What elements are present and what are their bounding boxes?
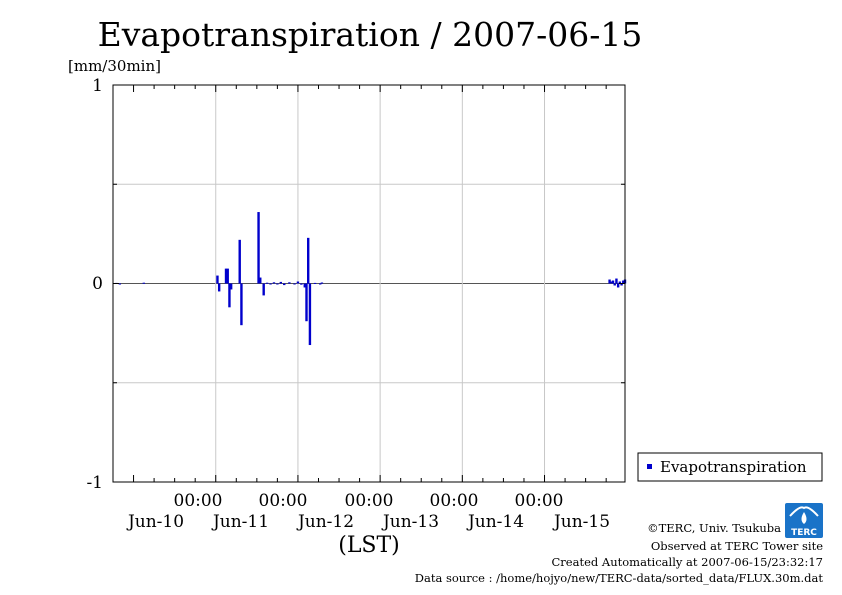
data-bar	[611, 280, 615, 284]
data-bar	[320, 282, 324, 284]
x-tick-date-label: Jun-13	[381, 512, 439, 532]
data-bar	[608, 279, 611, 284]
x-tick-time-label: 00:00	[515, 491, 564, 511]
x-tick-date-label: Jun-11	[211, 512, 269, 532]
data-bar	[240, 283, 243, 326]
legend-label: Evapotranspiration	[660, 458, 807, 476]
y-tick-label: -1	[86, 473, 103, 493]
data-bar	[276, 283, 279, 285]
legend-box	[637, 452, 823, 482]
data-bar	[616, 283, 620, 288]
data-bar	[622, 280, 625, 284]
data-bar	[615, 278, 618, 284]
logo-leaf-shape	[789, 506, 819, 517]
data-bar	[293, 283, 296, 285]
y-tick-label: 0	[92, 274, 103, 294]
grid	[113, 85, 625, 482]
x-tick-date-label: Jun-14	[466, 512, 524, 532]
data-bar	[305, 283, 308, 322]
chart-title: Evapotranspiration / 2007-06-15	[98, 15, 643, 54]
x-tick-date-label: Jun-12	[296, 512, 354, 532]
data-bar	[620, 283, 623, 286]
data-bar	[262, 283, 265, 296]
y-axis-unit-label: [mm/30min]	[68, 57, 161, 75]
data-bar	[303, 283, 306, 288]
data-bar	[269, 283, 272, 285]
data-bar	[283, 283, 286, 286]
x-tick-date-label: Jun-10	[126, 512, 184, 532]
data-bar	[238, 239, 241, 284]
data-bar	[307, 237, 310, 284]
data-bar	[229, 283, 233, 290]
axis-ticks	[112, 84, 625, 483]
data-bar	[308, 283, 312, 346]
data-bar	[257, 212, 260, 284]
x-axis-label: (LST)	[338, 533, 400, 558]
created-text: Created Automatically at 2007-06-15/23:3…	[552, 555, 824, 569]
data-bar	[272, 282, 276, 284]
data-series-evapotranspiration	[115, 212, 627, 346]
data-bar	[288, 282, 291, 284]
y-tick-label: 1	[92, 76, 103, 96]
data-bar	[259, 277, 262, 284]
data-bar	[226, 268, 229, 284]
legend-swatch	[647, 464, 652, 469]
data-bar	[296, 281, 300, 284]
x-tick-time-label: 00:00	[345, 491, 394, 511]
data-bar	[300, 283, 303, 285]
legend: Evapotranspiration	[637, 452, 823, 482]
logo-drop-shape	[801, 512, 807, 524]
data-bar	[618, 281, 622, 284]
data-source-text: Data source : /home/hojyo/new/TERC-data/…	[415, 571, 824, 585]
x-tick-time-label: 00:00	[259, 491, 308, 511]
data-bar	[224, 268, 228, 284]
data-bar	[313, 282, 317, 284]
data-bar	[318, 283, 322, 285]
copyright-text: ©TERC, Univ. Tsukuba	[647, 521, 781, 535]
data-bar	[613, 283, 616, 286]
site-text: Observed at TERC Tower site	[651, 539, 823, 553]
terc-logo: TERC	[785, 503, 823, 538]
data-bar	[118, 283, 122, 285]
data-bar	[142, 282, 146, 284]
data-bar	[217, 283, 221, 292]
x-tick-time-label: 00:00	[174, 491, 223, 511]
data-bar	[279, 281, 283, 284]
x-tick-date-label: Jun-15	[552, 512, 610, 532]
x-tick-time-label: 00:00	[430, 491, 479, 511]
data-bar	[216, 275, 219, 284]
data-bar	[265, 282, 269, 284]
data-bar	[610, 281, 613, 284]
data-bar	[228, 283, 231, 308]
logo-text: TERC	[791, 528, 817, 538]
